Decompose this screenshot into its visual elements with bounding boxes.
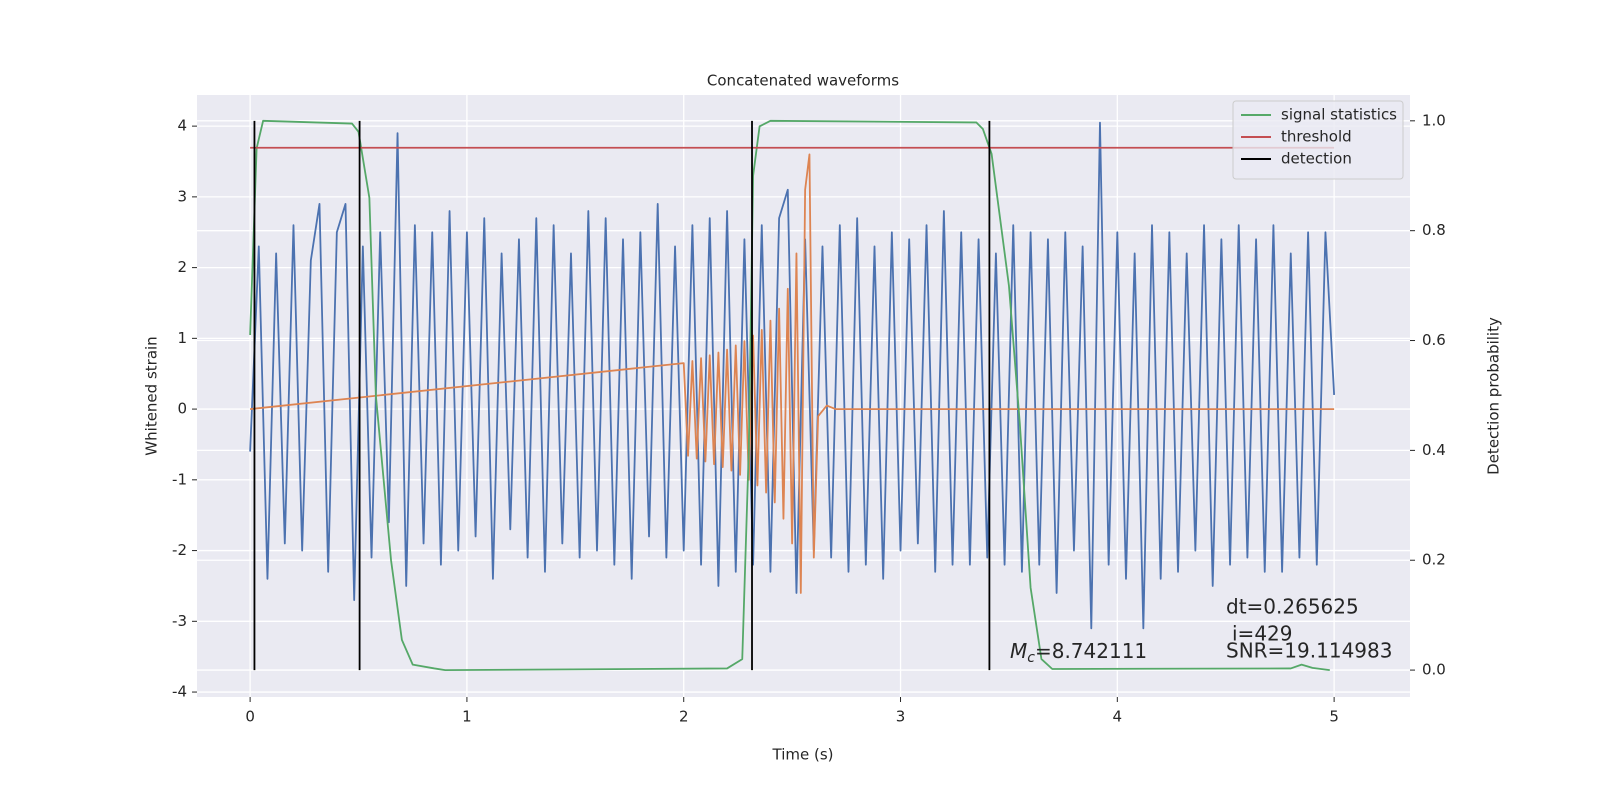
y2-tick-label: 0.6 (1422, 331, 1446, 349)
legend-box (1232, 100, 1404, 180)
y-tick-label: -1 (172, 470, 187, 488)
x-tick-label: 1 (462, 708, 472, 726)
annotation: dt=0.265625 (1226, 595, 1359, 619)
y-axis-label: Whitened strain (143, 336, 161, 455)
x-tick-label: 2 (679, 708, 689, 726)
x-tick-label: 4 (1113, 708, 1123, 726)
y2-tick-label: 0.0 (1422, 661, 1446, 679)
y-tick-label: 4 (177, 117, 187, 135)
x-tick-label: 3 (896, 708, 906, 726)
y-tick-label: -2 (172, 541, 187, 559)
annotation-symbol: M (1010, 639, 1027, 663)
annotation-text: =8.742111 (1035, 639, 1147, 663)
annotation-subscript: c (1027, 650, 1035, 666)
series-line (253, 120, 991, 671)
x-tick-label: 5 (1329, 708, 1339, 726)
y-tick-label: 3 (177, 187, 187, 205)
annotation: SNR=19.114983 (1226, 639, 1392, 663)
chart-title: Concatenated waveforms (707, 72, 899, 90)
series-line (250, 153, 1335, 594)
y2-tick-label: 1.0 (1422, 111, 1446, 129)
legend-label: signal statistics (1281, 106, 1397, 124)
x-tick-label: 0 (245, 708, 255, 726)
y2-axis-label: Detection probability (1485, 317, 1503, 475)
series-line (249, 121, 1336, 630)
y-tick-label: 1 (177, 329, 187, 347)
y2-tick-label: 0.4 (1422, 441, 1446, 459)
y-tick-label: 2 (177, 258, 187, 276)
y2-tick-label: 0.8 (1422, 221, 1446, 239)
y-tick-label: 0 (177, 400, 187, 418)
y-tick-label: -4 (172, 683, 187, 701)
y2-tick-label: 0.2 (1422, 551, 1446, 569)
legend: signal statistics threshold detection (1232, 100, 1404, 180)
y-tick-label: -3 (172, 612, 187, 630)
legend-label: detection (1281, 150, 1352, 168)
x-axis-label: Time (s) (772, 746, 834, 764)
legend-label: threshold (1281, 128, 1352, 146)
annotation: i=429 (1232, 622, 1293, 646)
series-line (249, 119, 1330, 671)
annotation: Mc=8.742111 (1010, 639, 1147, 667)
